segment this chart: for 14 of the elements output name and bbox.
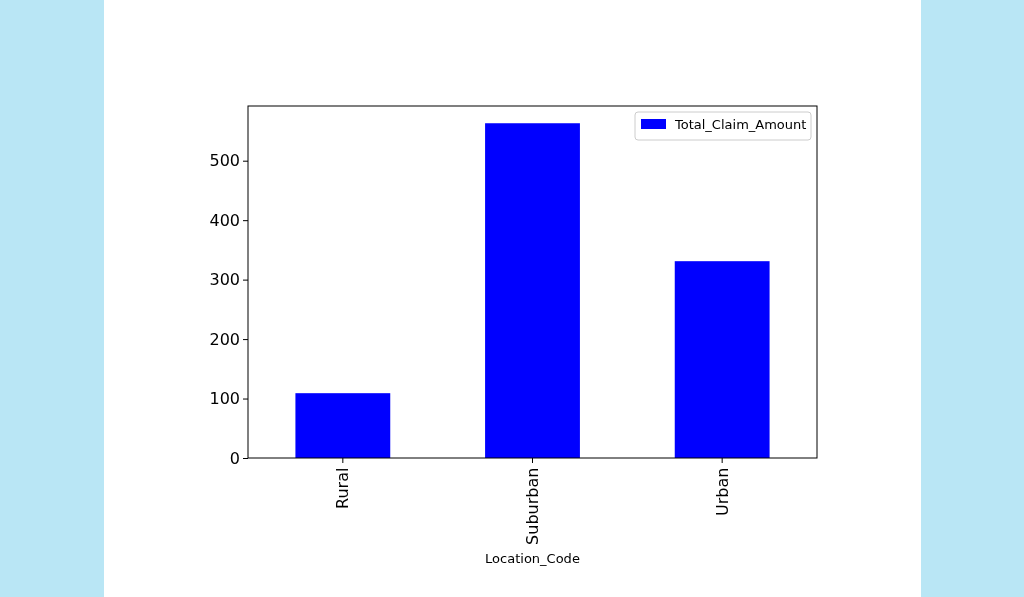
x-tick-label: Suburban xyxy=(523,467,543,545)
x-tick-label: Rural xyxy=(333,467,353,509)
y-tick-label: 400 xyxy=(209,210,240,230)
y-tick-label: 200 xyxy=(209,329,240,349)
legend-label: Total_Claim_Amount xyxy=(674,117,807,132)
y-tick-label: 100 xyxy=(209,389,240,409)
bar xyxy=(295,393,391,458)
x-tick-label: Urban xyxy=(712,467,732,516)
x-axis-title: Location_Code xyxy=(485,551,580,566)
y-tick-label: 0 xyxy=(229,448,240,468)
bar xyxy=(485,123,580,458)
y-tick-label: 300 xyxy=(209,270,240,290)
y-tick-label: 500 xyxy=(209,151,240,171)
bar xyxy=(674,261,770,458)
